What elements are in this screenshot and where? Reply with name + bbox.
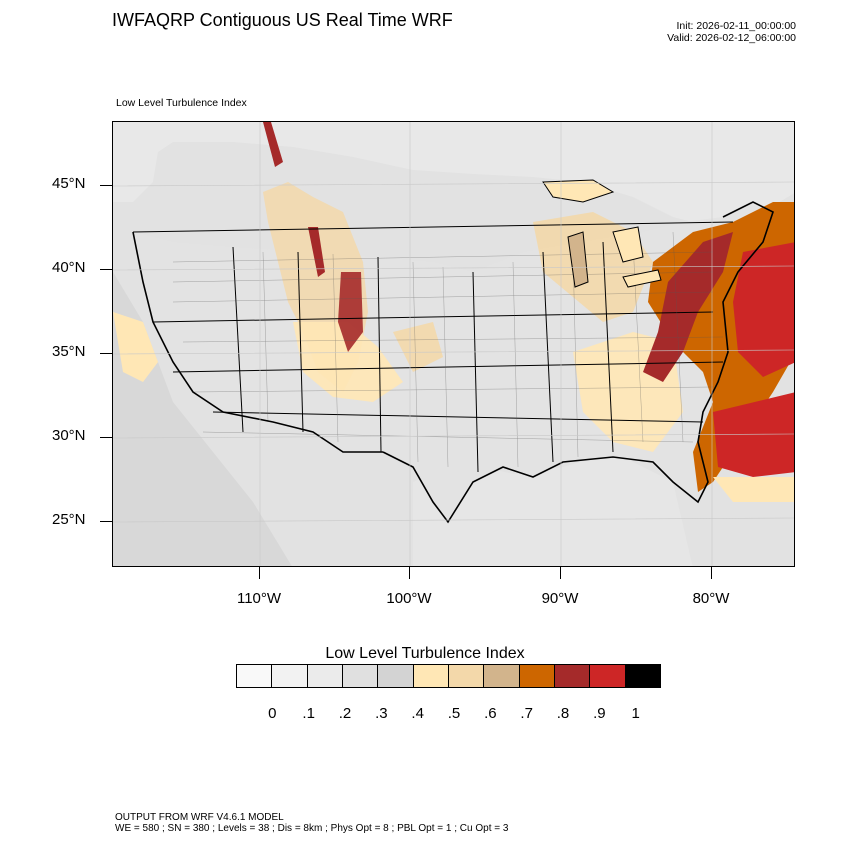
lat-tick bbox=[100, 185, 112, 186]
legend-tick-label: .5 bbox=[447, 705, 461, 722]
lon-tick bbox=[409, 567, 410, 579]
lat-tick bbox=[100, 269, 112, 270]
legend-color-box bbox=[412, 664, 449, 688]
field-name: Low Level Turbulence Index bbox=[116, 97, 247, 109]
legend-color-box bbox=[589, 664, 626, 688]
lon-label: 90°W bbox=[541, 590, 579, 607]
west-coastline bbox=[132, 231, 383, 453]
model-config: WE = 580 ; SN = 380 ; Levels = 38 ; Dis … bbox=[115, 823, 509, 834]
model-version: OUTPUT FROM WRF V4.6.1 MODEL bbox=[115, 812, 284, 823]
legend-tick-label: .3 bbox=[375, 705, 388, 722]
legend-tick-label: .7 bbox=[520, 705, 533, 722]
state-borders bbox=[132, 221, 734, 473]
legend-tick-label: 1 bbox=[631, 705, 640, 722]
lat-tick bbox=[100, 353, 112, 354]
lat-tick bbox=[100, 437, 112, 438]
legend-color-box bbox=[553, 664, 591, 688]
legend-color-box bbox=[518, 664, 555, 688]
plains-turbulence bbox=[393, 322, 443, 372]
legend-tick-label: .1 bbox=[302, 705, 315, 722]
lake-superior bbox=[542, 179, 615, 203]
gulf-of-mexico bbox=[413, 452, 693, 566]
lon-label: 80°W bbox=[692, 590, 730, 607]
rockies-streak-colorado bbox=[338, 272, 363, 352]
lon-tick bbox=[711, 567, 712, 579]
map-image bbox=[113, 122, 794, 566]
us-coastline bbox=[382, 201, 774, 524]
lat-tick bbox=[100, 521, 112, 522]
lat-label: 35°N bbox=[52, 343, 86, 360]
atlantic-turbulence-edge bbox=[713, 477, 794, 502]
lake-erie bbox=[622, 269, 662, 288]
lat-label: 45°N bbox=[52, 175, 86, 192]
canada-region bbox=[113, 122, 794, 232]
california-coast-turbulence bbox=[113, 312, 158, 382]
legend-tick-label: 0 bbox=[268, 705, 277, 722]
atlantic-turbulence-north bbox=[733, 242, 794, 377]
rockies-streak-wyoming bbox=[308, 227, 325, 277]
legend-tick-label: .8 bbox=[556, 705, 570, 722]
legend-color-box bbox=[306, 664, 343, 688]
lake-huron bbox=[612, 226, 644, 263]
appalachian-turbulence-core bbox=[643, 232, 733, 382]
lat-label: 30°N bbox=[52, 427, 86, 444]
lake-michigan bbox=[567, 231, 589, 288]
legend-color-box bbox=[447, 664, 485, 688]
lon-tick bbox=[259, 567, 260, 579]
lon-label: 110°W bbox=[236, 590, 282, 607]
map-title: IWFAQRP Contiguous US Real Time WRF bbox=[112, 10, 453, 30]
init-time: Init: 2026-02-11_00:00:00 bbox=[676, 20, 796, 32]
legend-color-box bbox=[271, 664, 308, 688]
legend-color-box bbox=[624, 664, 661, 688]
county-borders bbox=[172, 231, 724, 468]
pacific-ocean bbox=[113, 272, 292, 566]
rockies-streak-north bbox=[263, 122, 283, 167]
legend-color-box bbox=[377, 664, 414, 688]
legend-tick-label: .6 bbox=[484, 705, 497, 722]
southwest-turbulence bbox=[293, 322, 403, 402]
legend-color-box bbox=[341, 664, 379, 688]
lon-tick bbox=[560, 567, 561, 579]
graticule bbox=[113, 122, 794, 566]
lat-label: 40°N bbox=[52, 259, 86, 276]
legend-tick-label: .4 bbox=[411, 705, 424, 722]
lon-label: 100°W bbox=[386, 590, 432, 607]
color-legend bbox=[236, 664, 672, 688]
map-panel bbox=[112, 121, 795, 567]
legend-title: Low Level Turbulence Index bbox=[325, 645, 525, 662]
lat-label: 25°N bbox=[52, 511, 86, 528]
forecast-time-info: Init: 2026-02-11_00:00:00 Valid: 2026-02… bbox=[667, 20, 796, 44]
atlantic-turbulence-south bbox=[713, 392, 794, 477]
legend-color-box bbox=[236, 664, 273, 688]
legend-tick-label: .9 bbox=[593, 705, 606, 722]
legend-tick-label: .2 bbox=[338, 705, 352, 722]
valid-time: Valid: 2026-02-12_06:00:00 bbox=[667, 32, 796, 44]
legend-color-box bbox=[483, 664, 520, 688]
model-info-footer: OUTPUT FROM WRF V4.6.1 MODEL WE = 580 ; … bbox=[115, 812, 508, 834]
